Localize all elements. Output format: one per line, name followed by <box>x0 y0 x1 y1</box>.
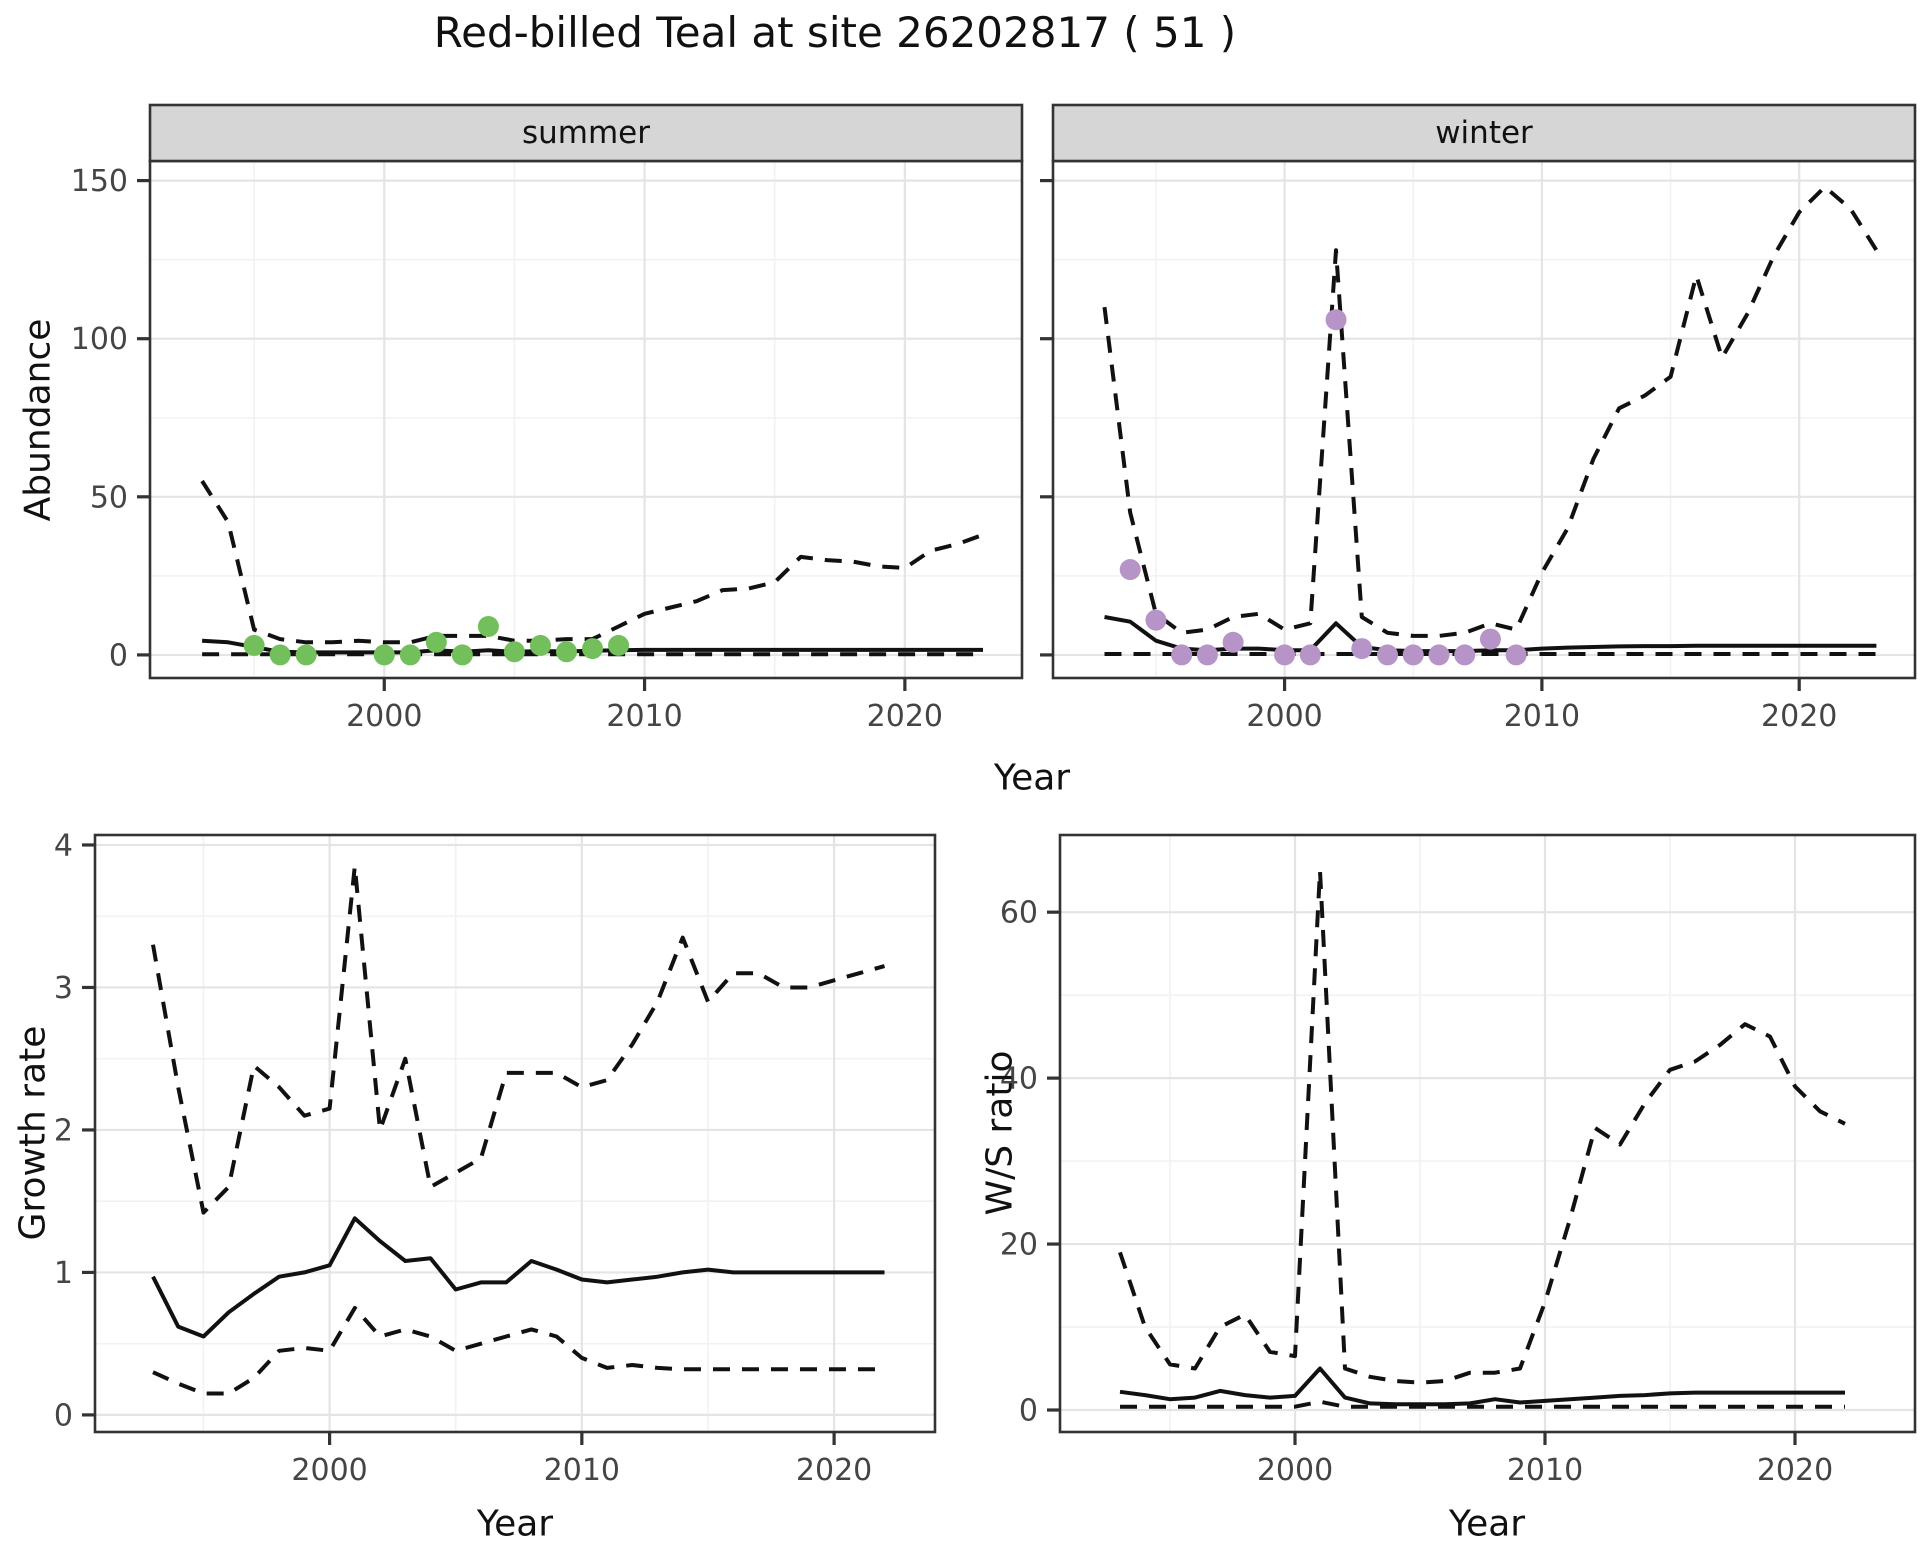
observed-point <box>1222 631 1244 653</box>
observed-point <box>1171 644 1193 666</box>
x-tick-label: 2010 <box>1504 699 1580 734</box>
x-tick-label: 2000 <box>346 699 422 734</box>
y-tick-label: 150 <box>71 164 128 199</box>
observed-point <box>373 644 395 666</box>
y-tick-label: 0 <box>54 1398 73 1433</box>
y-tick-label: 3 <box>54 971 73 1006</box>
x-tick-label: 2010 <box>544 1453 620 1488</box>
y-tick-label: 60 <box>1000 896 1038 931</box>
y-tick-label: 4 <box>54 828 73 863</box>
observed-point <box>1454 644 1476 666</box>
observed-point <box>1377 644 1399 666</box>
y-axis-title-abundance: Abundance <box>17 318 59 522</box>
facet-strip-label-summer: summer <box>521 115 650 151</box>
observed-point <box>1479 628 1501 650</box>
y-tick-label: 20 <box>1000 1228 1038 1263</box>
y-axis-title-growth-rate: Growth rate <box>12 1025 54 1241</box>
observed-point <box>1505 644 1527 666</box>
growth_rate-panel: 2000 2010 2020 0 1 2 3 4 <box>54 828 937 1488</box>
x-tick-label: 2020 <box>1761 699 1837 734</box>
y-tick-label: 0 <box>109 638 128 673</box>
y-tick-label: 100 <box>71 322 128 357</box>
growth_rate-upper-ci-line <box>151 864 886 1215</box>
summer_abundance-observed-points <box>243 615 630 666</box>
summer_abundance-panel: 2000 2010 2020 0 50 100 150 <box>71 103 1024 734</box>
ws_ratio-upper-ci-line <box>1118 868 1846 1385</box>
ws_ratio-lower-ci-line <box>1120 1399 1845 1409</box>
y-tick-label: 0 <box>1019 1394 1038 1429</box>
page-title: Red-billed Teal at site 26202817 ( 51 ) <box>433 8 1237 57</box>
observed-point <box>1299 644 1321 666</box>
observed-point <box>477 615 499 637</box>
x-tick-label: 2000 <box>1246 699 1322 734</box>
observed-point <box>529 634 551 656</box>
ws_ratio-panel: 2000 2010 2020 0 20 40 60 <box>1000 833 1917 1488</box>
y-tick-label: 1 <box>54 1256 73 1291</box>
facet-strip-label-winter: winter <box>1435 115 1533 151</box>
observed-point <box>503 641 525 663</box>
observed-point <box>1351 638 1373 660</box>
ws_ratio-mean-line <box>1119 1366 1845 1407</box>
observed-point <box>425 631 447 653</box>
summer_abundance-facet-strip <box>148 103 1024 163</box>
observed-point <box>1325 309 1347 331</box>
observed-point <box>1428 644 1450 666</box>
x-tick-label: 2020 <box>796 1453 872 1488</box>
observed-point <box>269 644 291 666</box>
y-tick-label: 2 <box>54 1113 73 1148</box>
observed-point <box>1119 559 1141 581</box>
observed-point <box>1145 609 1167 631</box>
winter_abundance-panel: 2000 2010 2020 <box>1040 103 1917 734</box>
observed-point <box>582 638 604 660</box>
observed-point <box>399 644 421 666</box>
observed-point <box>1196 644 1218 666</box>
winter_abundance-observed-points <box>1119 309 1527 666</box>
x-tick-label: 2010 <box>1507 1453 1583 1488</box>
observed-point <box>243 634 265 656</box>
observed-point <box>451 644 473 666</box>
y-axis-title-ws-ratio: W/S ratio <box>979 1050 1021 1216</box>
y-tick-label: 50 <box>90 480 128 515</box>
x-tick-label: 2000 <box>291 1453 367 1488</box>
growth_rate-mean-line <box>151 1216 885 1339</box>
y-tick-label: 40 <box>1000 1062 1038 1097</box>
observed-point <box>295 644 317 666</box>
x-tick-label: 2000 <box>1257 1453 1333 1488</box>
observed-point <box>608 634 630 656</box>
winter_abundance-facet-strip <box>1051 103 1917 163</box>
x-axis-title-year-bottom-right: Year <box>1448 1503 1526 1545</box>
observed-point <box>1274 644 1296 666</box>
x-tick-label: 2010 <box>606 699 682 734</box>
x-axis-title-year-bottom-left: Year <box>476 1503 554 1545</box>
observed-point <box>555 641 577 663</box>
x-axis-title-year-top: Year <box>993 757 1071 799</box>
x-tick-label: 2020 <box>867 699 943 734</box>
observed-point <box>1402 644 1424 666</box>
x-tick-label: 2020 <box>1757 1453 1833 1488</box>
